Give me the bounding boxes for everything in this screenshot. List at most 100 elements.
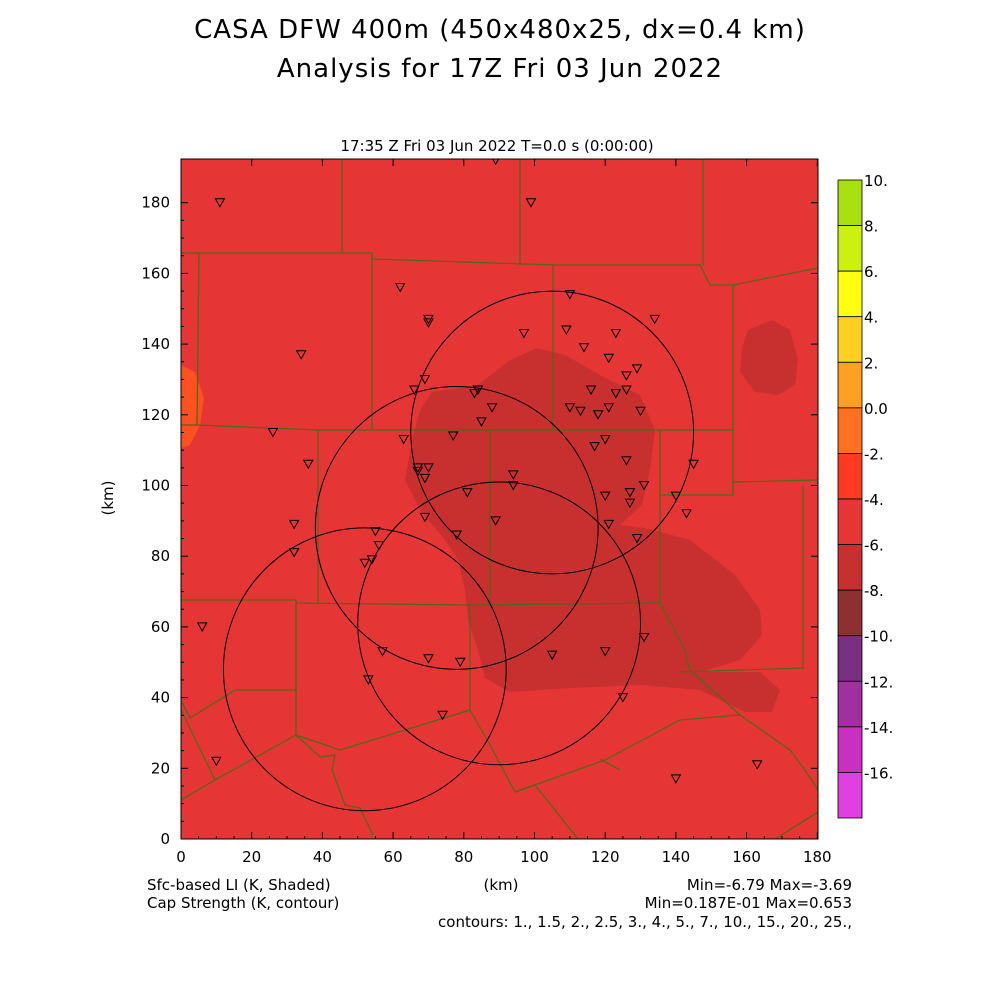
low-li-region-east [740,320,798,395]
station-marker-icon [621,456,632,466]
radar-ring [410,290,695,575]
colorbar-labels: 10. 8. 6. 4. 2. 0.0 -2. -4. -6. -8. -10. -12. -14. -1… [864,172,893,782]
station-marker-icon [617,693,629,703]
footer-contour-label: Cap Strength (K, contour) [147,894,340,912]
station-marker-icon [589,442,600,452]
x-tick-label: 140 [662,848,691,866]
station-marker-icon [631,364,643,374]
station-marker-icon [649,314,661,325]
colorbar-swatch [837,316,863,363]
footer-contour-range: Min=0.187E-01 Max=0.653 [644,894,852,912]
station-marker-icon [564,290,576,300]
station-marker-icon [546,650,558,661]
x-axis-label: (km) [483,876,518,894]
station-marker-icon [621,371,632,381]
station-marker-icon [670,774,682,784]
station-marker-icon [267,427,279,438]
colorbar-swatch [837,544,863,591]
station-marker-icon [610,389,622,399]
station-marker-icon [288,519,300,530]
colorbar-swatch [837,589,863,637]
station-marker-icon [599,647,611,657]
x-tick-labels: 0 20 40 60 80 100 120 140 160 180 [176,848,831,866]
county-boundaries [181,159,818,839]
footer-contour-levels: contours: 1., 1.5, 2., 2.5, 3., 4., 5., … [438,913,852,931]
radar-range-rings [222,290,695,812]
x-tick-label: 40 [313,848,332,866]
colorbar-swatch [837,179,863,226]
colorbar-swatch [837,453,863,500]
station-marker-icon [461,488,473,498]
station-markers [196,159,763,784]
colorbar-tick-label: 2. [864,354,878,372]
footer-shaded-label: Sfc-based LI (K, Shaded) [147,876,331,894]
colorbar-tick-label: -10. [864,628,893,646]
radar-ring [222,527,507,812]
station-marker-icon [210,756,222,767]
station-marker-icon [469,389,480,399]
x-tick-label: 60 [384,848,403,866]
station-marker-icon [419,512,431,523]
station-marker-icon [518,328,530,339]
colorbar-swatch [837,726,863,773]
station-marker-icon [688,459,699,470]
station-marker-icon [370,526,381,537]
station-marker-icon [423,318,434,328]
station-marker-icon [408,385,420,396]
y-tick-label: 40 [151,689,170,707]
high-li-edge [181,365,204,448]
y-tick-label: 180 [141,194,170,212]
station-marker-icon [373,541,385,551]
station-marker-icon [451,530,463,541]
station-marker-icon [423,463,434,473]
station-marker-icon [638,633,650,643]
station-marker-icon [507,481,519,491]
axis-ticks [180,159,818,840]
station-marker-icon [624,488,636,498]
station-marker-icon [302,459,314,470]
footer-shaded-range: Min=-6.79 Max=-3.69 [686,876,852,894]
station-marker-icon [490,516,501,526]
station-marker-icon [419,374,431,385]
y-tick-label: 0 [160,830,170,848]
station-marker-icon [454,657,466,668]
x-tick-label: 80 [454,848,473,866]
colorbar-tick-label: -16. [864,764,893,782]
colorbar-tick-label: 6. [864,263,878,281]
y-tick-label: 100 [141,477,170,495]
station-marker-icon [599,435,611,445]
y-tick-labels: 0 20 40 60 80 100 120 140 160 180 [141,194,170,848]
station-marker-icon [295,350,307,360]
station-marker-icon [525,198,537,208]
colorbar-tick-label: -12. [864,673,893,691]
station-marker-icon [288,548,300,558]
station-marker-icon [412,466,424,477]
radar-ring [357,481,642,766]
colorbar-tick-label: 4. [864,309,878,327]
station-marker-icon [363,675,374,685]
station-marker-icon [751,760,763,770]
y-tick-label: 160 [141,264,170,282]
colorbar-swatch [837,680,863,728]
y-tick-label: 60 [151,618,170,636]
station-marker-icon [603,519,615,530]
colorbar-swatch [837,635,863,682]
station-marker-icon [578,343,590,353]
x-tick-label: 100 [520,848,549,866]
station-marker-icon [394,283,406,293]
station-marker-icon [377,647,388,657]
station-marker-icon [492,159,500,166]
station-marker-icon [507,470,519,480]
station-marker-icon [564,403,576,413]
station-marker-icon [447,431,459,442]
station-marker-icon [681,509,692,519]
station-marker-icon [631,534,643,544]
radar-ring [314,386,599,670]
colorbar-swatch [837,407,863,454]
colorbar-tick-label: -8. [864,582,884,600]
station-marker-icon [585,385,597,396]
colorbar-tick-label: 0.0 [864,400,888,418]
station-marker-icon [670,491,682,502]
colorbar-swatch [837,361,863,409]
